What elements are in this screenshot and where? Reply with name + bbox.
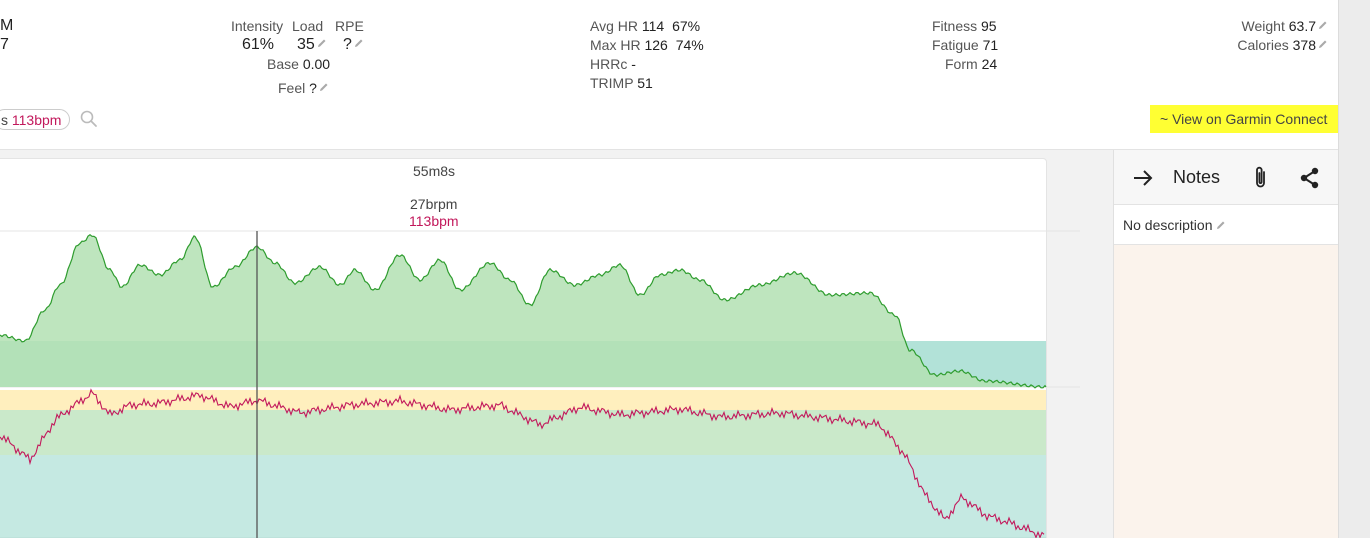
hrrc-value: - xyxy=(631,56,636,72)
max-hr-pct: 74% xyxy=(675,37,704,53)
fatigue-value: 71 xyxy=(982,37,999,53)
cursor-resp-rate: 27brpm xyxy=(410,196,458,212)
fitness-value: 95 xyxy=(981,18,997,34)
activity-chart-svg[interactable] xyxy=(0,225,1090,538)
pencil-icon[interactable] xyxy=(1318,39,1328,49)
respiration-chart xyxy=(0,233,1047,389)
rpe-value: ? xyxy=(343,36,352,53)
base-label: Base xyxy=(267,56,299,72)
pencil-icon[interactable] xyxy=(1216,220,1226,230)
fatigue-row: Fatigue 71 xyxy=(932,37,998,53)
paperclip-icon[interactable] xyxy=(1252,165,1270,191)
notes-body-area[interactable] xyxy=(1114,245,1338,538)
cursor-hr: 113bpm xyxy=(409,213,459,229)
form-row: Form 24 xyxy=(945,56,997,72)
base-value: 0.00 xyxy=(302,56,331,72)
load-field[interactable]: 35 xyxy=(297,36,327,54)
activity-summary-panel: M 7 Intensity 61% Load 35 RPE ? Base 0.0… xyxy=(0,0,1344,150)
cursor-time: 55m8s xyxy=(413,163,456,179)
calories-label: Calories xyxy=(1237,37,1289,53)
trimp-value: 51 xyxy=(637,75,653,91)
intensity-value: 61% xyxy=(242,36,275,53)
avg-hr-value: 114 xyxy=(641,18,665,34)
rpe-label: RPE xyxy=(335,18,364,34)
avg-hr-pct: 67% xyxy=(672,18,701,34)
load-value: 35 xyxy=(297,36,315,53)
arrow-right-icon[interactable] xyxy=(1132,168,1154,188)
trimp-row: TRIMP 51 xyxy=(590,75,653,91)
calories-row[interactable]: Calories 378 xyxy=(1237,37,1328,53)
view-on-garmin-connect-link[interactable]: ~ View on Garmin Connect xyxy=(1150,105,1344,133)
fatigue-label: Fatigue xyxy=(932,37,979,53)
intensity-label: Intensity xyxy=(231,18,284,34)
notes-description: No description xyxy=(1123,217,1213,233)
max-hr-row: Max HR 126 74% xyxy=(590,37,704,53)
trimp-label: TRIMP xyxy=(590,75,634,91)
chip-prefix: s xyxy=(1,112,8,128)
feel-row[interactable]: Feel ? xyxy=(278,80,329,96)
scrollbar-gutter[interactable] xyxy=(1338,0,1370,538)
pencil-icon[interactable] xyxy=(354,38,364,48)
notes-panel: Notes No description xyxy=(1113,150,1338,538)
feel-value: ? xyxy=(309,80,317,96)
weight-value: 63.7 xyxy=(1288,18,1316,34)
cut-left-top: M xyxy=(0,17,14,34)
max-hr-label: Max HR xyxy=(590,37,641,53)
hr-filter-chip[interactable]: s 113bpm xyxy=(0,109,71,130)
max-hr-value: 126 xyxy=(644,37,668,53)
hrrc-label: HRRc xyxy=(590,56,628,72)
chip-hr-value: 113bpm xyxy=(11,112,62,128)
search-icon[interactable] xyxy=(79,109,99,129)
load-label: Load xyxy=(292,18,324,34)
share-icon[interactable] xyxy=(1299,166,1321,190)
fitness-label: Fitness xyxy=(932,18,978,34)
avg-hr-label: Avg HR xyxy=(590,18,638,34)
weight-label: Weight xyxy=(1241,18,1285,34)
hrrc-row: HRRc - xyxy=(590,56,636,72)
pencil-icon[interactable] xyxy=(317,38,327,48)
pencil-icon[interactable] xyxy=(319,82,329,92)
resp-trace-area xyxy=(0,234,1046,388)
calories-value: 378 xyxy=(1292,37,1316,53)
notes-title: Notes xyxy=(1173,167,1221,187)
pencil-icon[interactable] xyxy=(1318,20,1328,30)
hr-zone-yellow-band xyxy=(0,390,1046,410)
notes-header: Notes xyxy=(1114,150,1338,205)
base-row: Base 0.00 xyxy=(267,56,330,72)
fitness-row: Fitness 95 xyxy=(932,18,997,34)
weight-row[interactable]: Weight 63.7 xyxy=(1242,18,1328,34)
rpe-field[interactable]: ? xyxy=(343,36,364,54)
hr-zone-teal-band xyxy=(0,455,1046,538)
notes-description-row[interactable]: No description xyxy=(1114,205,1338,245)
feel-label: Feel xyxy=(278,80,306,96)
cut-left-bottom: 7 xyxy=(0,36,9,53)
resp-trace-line xyxy=(0,233,1047,389)
hr-trace-line xyxy=(0,388,1045,538)
avg-hr-row: Avg HR 114 67% xyxy=(590,18,700,34)
form-value: 24 xyxy=(981,56,998,72)
heart-rate-chart xyxy=(0,388,1046,538)
form-label: Form xyxy=(945,56,978,72)
